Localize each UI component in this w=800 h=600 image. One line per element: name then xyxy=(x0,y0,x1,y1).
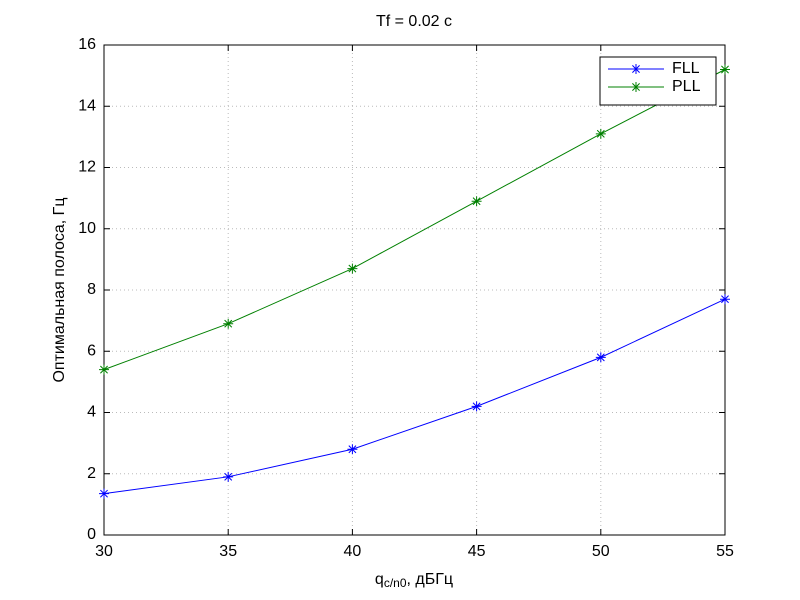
y-tick-label: 10 xyxy=(78,220,96,237)
data-point xyxy=(720,294,730,305)
legend-label: PLL xyxy=(672,78,701,95)
legend-box xyxy=(599,56,717,106)
x-tick-label: 30 xyxy=(95,543,113,560)
x-label-rest: , дБГц xyxy=(407,571,454,588)
data-point xyxy=(471,196,482,207)
data-point xyxy=(223,471,234,482)
chart-title: Tf = 0.02 c xyxy=(376,13,452,30)
y-axis-label: Оптимальная полоса, Гц xyxy=(51,197,68,382)
x-tick-label: 50 xyxy=(592,543,610,560)
x-tick-label: 35 xyxy=(219,543,237,560)
data-point xyxy=(595,352,606,363)
legend-marker xyxy=(631,64,641,74)
x-label-sub: c/n0 xyxy=(384,576,407,590)
x-axis-label: qc/n0, дБГц xyxy=(375,571,453,590)
legend-marker xyxy=(631,82,641,92)
series-line xyxy=(103,69,726,371)
series-line xyxy=(103,298,726,495)
data-point xyxy=(223,318,234,329)
y-tick-label: 2 xyxy=(87,465,96,482)
plot-frame xyxy=(103,44,726,536)
x-tick-label: 55 xyxy=(716,543,734,560)
y-tick-label: 8 xyxy=(87,281,96,298)
y-tick-label: 0 xyxy=(87,526,96,543)
data-point xyxy=(347,263,358,274)
data-point xyxy=(595,128,606,139)
data-point xyxy=(471,401,482,412)
data-point xyxy=(347,444,358,455)
x-tick-label: 40 xyxy=(344,543,362,560)
y-tick-label: 6 xyxy=(87,342,96,359)
x-label-base: q xyxy=(375,571,384,588)
y-tick-label: 16 xyxy=(78,36,96,53)
x-tick-label: 45 xyxy=(468,543,486,560)
data-point xyxy=(720,64,730,75)
legend-label: FLL xyxy=(672,60,700,77)
y-tick-label: 4 xyxy=(87,404,96,421)
data-point xyxy=(99,364,109,375)
data-point xyxy=(99,488,109,499)
y-tick-label: 12 xyxy=(78,159,96,176)
y-tick-label: 14 xyxy=(78,97,96,114)
